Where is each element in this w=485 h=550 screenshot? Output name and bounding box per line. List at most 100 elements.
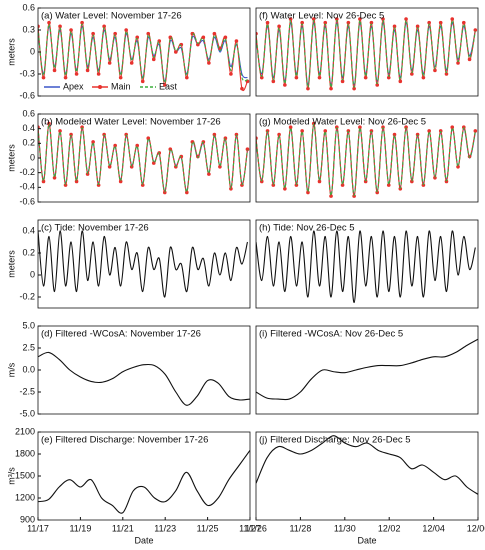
series-marker [386, 75, 391, 80]
frame [37, 113, 251, 203]
y-axis-label: m³/s [6, 467, 16, 485]
series-marker [157, 151, 162, 155]
series-marker [218, 165, 222, 169]
series-marker [288, 125, 293, 129]
series-marker [277, 24, 281, 29]
series-marker [398, 187, 403, 191]
series-marker [58, 129, 62, 133]
series-marker [80, 125, 84, 129]
panel-title: (f) Water Level: Nov 26-Dec 5 [259, 11, 384, 22]
y-axis-label: meters [6, 38, 16, 66]
series-marker [415, 24, 420, 29]
plot-area [256, 435, 478, 495]
y-tick-label: 0 [30, 269, 35, 279]
series-marker [245, 79, 250, 84]
series-marker [438, 129, 443, 133]
panel-title: (d) Filtered -WCosA: November 17-26 [41, 329, 201, 340]
series-marker [212, 31, 217, 36]
series-marker [300, 20, 304, 25]
y-tick-label: 1800 [15, 448, 35, 458]
series-marker [340, 79, 345, 84]
x-axis-label: Date [134, 535, 153, 545]
y-tick-label: -2.5 [19, 386, 35, 396]
panel-title: (h) Tide: Nov 26-Dec 5 [259, 223, 355, 234]
series-marker [185, 75, 189, 80]
series-marker [444, 72, 449, 76]
series-marker [294, 75, 299, 80]
series-marker [259, 75, 264, 80]
y-tick-label: 1200 [15, 492, 35, 502]
series-marker [162, 83, 167, 87]
series-line [38, 123, 248, 193]
x-tick-label: 11/17 [27, 523, 49, 533]
legend-label: Main [111, 81, 131, 91]
panel-title: (b) Modeled Water Level: November 17-26 [41, 117, 221, 128]
series-marker [96, 72, 101, 76]
panel-title: (a) Water Level: November 17-26 [41, 11, 182, 22]
y-tick-label: -0.2 [19, 167, 35, 177]
series-marker [421, 183, 426, 187]
series-marker [456, 61, 460, 65]
plot-area [38, 121, 250, 195]
legend-label: East [159, 81, 178, 91]
y-tick-label: -0.6 [19, 90, 35, 100]
y-tick-label: 2100 [15, 426, 35, 436]
series-marker [427, 129, 431, 133]
panel-title: (g) Modeled Water Level: Nov 26-Dec 5 [259, 117, 426, 128]
series-marker [140, 79, 145, 84]
x-tick-label: 11/21 [112, 523, 134, 533]
series-marker [421, 75, 426, 80]
x-tick-label: 11/23 [154, 523, 176, 533]
series-marker [311, 17, 316, 21]
series-marker [450, 17, 455, 21]
y-tick-label: 0 [30, 152, 35, 162]
series-marker [113, 143, 117, 148]
series-marker [427, 20, 431, 25]
legend-marker [98, 85, 102, 89]
plot-area [256, 121, 478, 198]
series-marker [352, 86, 356, 91]
series-marker [229, 72, 233, 76]
series-marker [346, 20, 351, 25]
frame [37, 325, 251, 415]
y-tick-label: 0.4 [22, 123, 35, 133]
series-marker [129, 61, 134, 65]
series-marker [69, 28, 73, 32]
frame [255, 325, 479, 415]
series-marker [190, 31, 195, 36]
series-marker [456, 165, 460, 169]
series-marker [329, 86, 333, 91]
series-marker [346, 129, 351, 133]
series-marker [323, 20, 328, 25]
x-tick-label: 12/02 [378, 523, 401, 533]
series-marker [358, 125, 362, 129]
x-tick-label: 11/19 [69, 523, 91, 533]
plot-area [256, 17, 478, 91]
series-marker [113, 31, 117, 36]
series-marker [323, 129, 328, 133]
plot-area [256, 338, 478, 401]
x-tick-label: 11/27 [239, 523, 261, 533]
y-tick-label: 1500 [15, 470, 35, 480]
frame [255, 7, 479, 97]
series-marker [52, 176, 57, 180]
series-marker [352, 194, 356, 198]
x-tick-label: 12/06 [467, 523, 485, 533]
y-tick-label: -0.6 [19, 196, 35, 206]
series-marker [335, 125, 339, 129]
series-marker [410, 179, 414, 184]
series-marker [234, 39, 239, 43]
panel-title: (j) Filtered Discharge: Nov 26-Dec 5 [259, 435, 411, 446]
legend-label: Apex [63, 81, 84, 91]
plot-area [38, 230, 248, 298]
y-tick-label: 0.0 [22, 364, 35, 374]
y-tick-label: 0.6 [22, 108, 35, 118]
y-tick-label: 0.6 [22, 2, 35, 12]
frame [37, 219, 251, 309]
series-line [256, 435, 478, 495]
series-marker [107, 165, 112, 169]
series-marker [74, 179, 79, 184]
series-marker [283, 187, 287, 191]
x-tick-label: 11/28 [289, 523, 311, 533]
y-axis-label: meters [6, 144, 16, 172]
